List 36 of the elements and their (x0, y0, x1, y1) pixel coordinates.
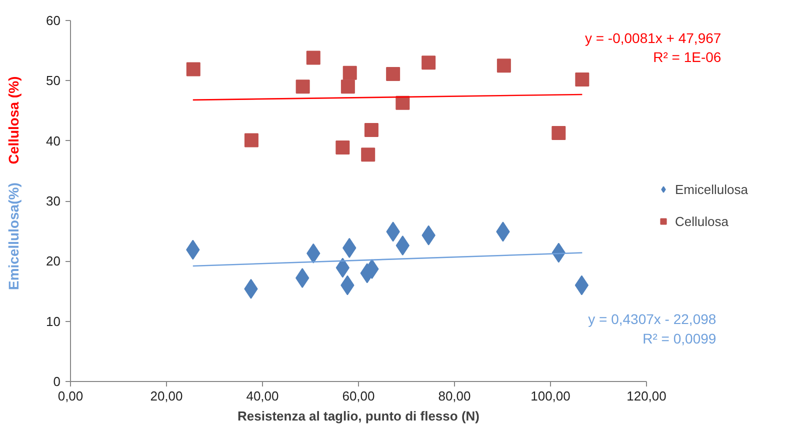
point (244, 133, 258, 148)
annotation: y = -0,0081x + 47,967 R² = 1E-06 (584, 30, 722, 66)
legend-label: Cellulosa (675, 214, 728, 228)
point (575, 72, 590, 86)
point (340, 80, 355, 94)
point (552, 126, 566, 140)
point (186, 62, 200, 76)
x-axis-title: Resistenza al taglio, punto di flesso (N) (238, 408, 480, 424)
x-tick-label: 0,00 (58, 388, 84, 404)
point (574, 275, 589, 296)
y-tick-label: 0 (53, 374, 61, 389)
y-tick-label: 20 (46, 254, 61, 269)
annotation: y = 0,4307x - 22,098 R² = 0,0099 (588, 311, 716, 346)
y-tick-label: 50 (46, 73, 61, 88)
x-tick-label: 60,00 (342, 388, 375, 404)
point (386, 67, 400, 82)
point (496, 58, 511, 73)
x-tick-label: 80,00 (438, 388, 471, 404)
point (336, 140, 350, 154)
point (364, 123, 378, 138)
x-tick-label: 40,00 (246, 388, 279, 404)
point (422, 56, 436, 70)
point (396, 96, 410, 110)
text: Emicellulosa(%) Cellulosa (%) (6, 76, 22, 290)
x-tick-label: 120,00 (626, 388, 666, 404)
y-tick-label: 10 (46, 314, 61, 329)
x-tick-label: 100,00 (530, 388, 570, 404)
point (342, 66, 357, 80)
legend-label: Emicellulosa (675, 182, 748, 196)
point (361, 148, 376, 162)
y-tick-label: 40 (46, 133, 61, 148)
y-tick-label: 30 (46, 194, 61, 208)
x-tick-label: 20,00 (150, 388, 183, 404)
point (306, 50, 320, 65)
y-tick-label: 60 (46, 13, 61, 28)
point (296, 80, 310, 94)
